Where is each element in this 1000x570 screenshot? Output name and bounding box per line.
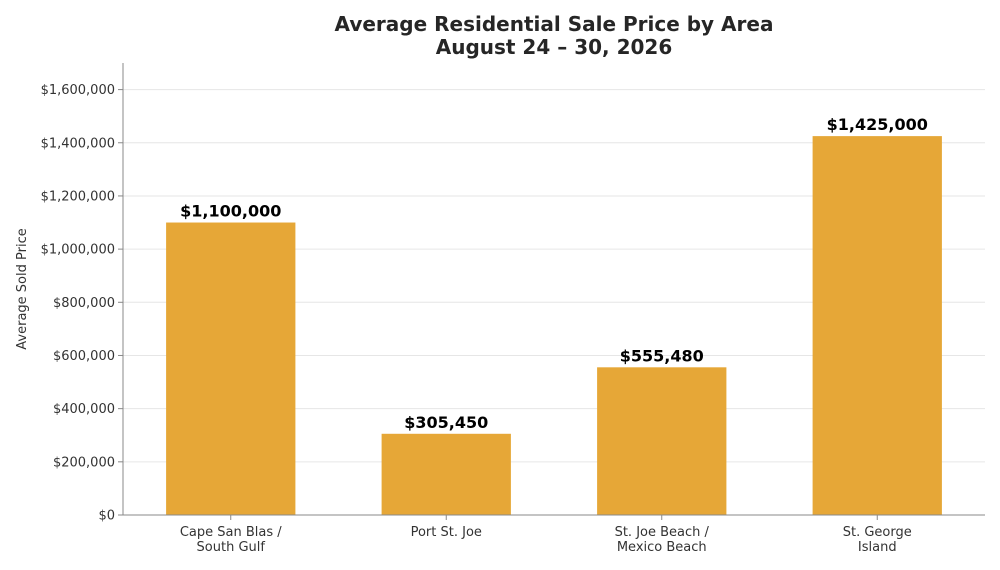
x-tick-label: Port St. Joe [411,525,482,540]
bar [381,433,511,515]
bar [166,222,296,515]
y-tick-label: $1,600,000 [41,83,115,98]
y-tick-labels: $0 $200,000 $400,000 $600,000 $800,000 $1,000… [41,83,115,523]
axes [118,63,985,520]
data-label: $305,450 [404,413,488,432]
x-tick-label: Cape San Blas / South Gulf [180,525,282,555]
chart-title: Average Residential Sale Price by Area [335,12,774,36]
bars [166,136,942,515]
y-tick-label: $1,000,000 [41,243,115,258]
y-tick-label: $600,000 [53,349,115,364]
x-tick-label: St. Joe Beach / Mexico Beach [615,525,710,555]
y-tick-label: $1,200,000 [41,189,115,204]
data-label: $555,480 [620,346,704,365]
bar [597,367,727,515]
y-tick-label: $400,000 [53,402,115,417]
data-label: $1,100,000 [180,202,281,221]
chart-subtitle: August 24 – 30, 2026 [436,35,673,59]
data-label: $1,425,000 [827,115,928,134]
y-tick-label: $200,000 [53,455,115,470]
y-tick-label: $1,400,000 [41,136,115,151]
bar [812,136,942,515]
y-tick-label: $800,000 [53,296,115,311]
y-axis-label: Average Sold Price [15,228,30,349]
x-tick-labels: Cape San Blas / South Gulf Port St. Joe St.… [180,525,912,555]
x-tick-label: St. George Island [843,525,912,555]
data-labels: $1,100,000 $305,450 $555,480 $1,425,000 [180,115,928,432]
y-tick-label: $0 [98,509,115,524]
